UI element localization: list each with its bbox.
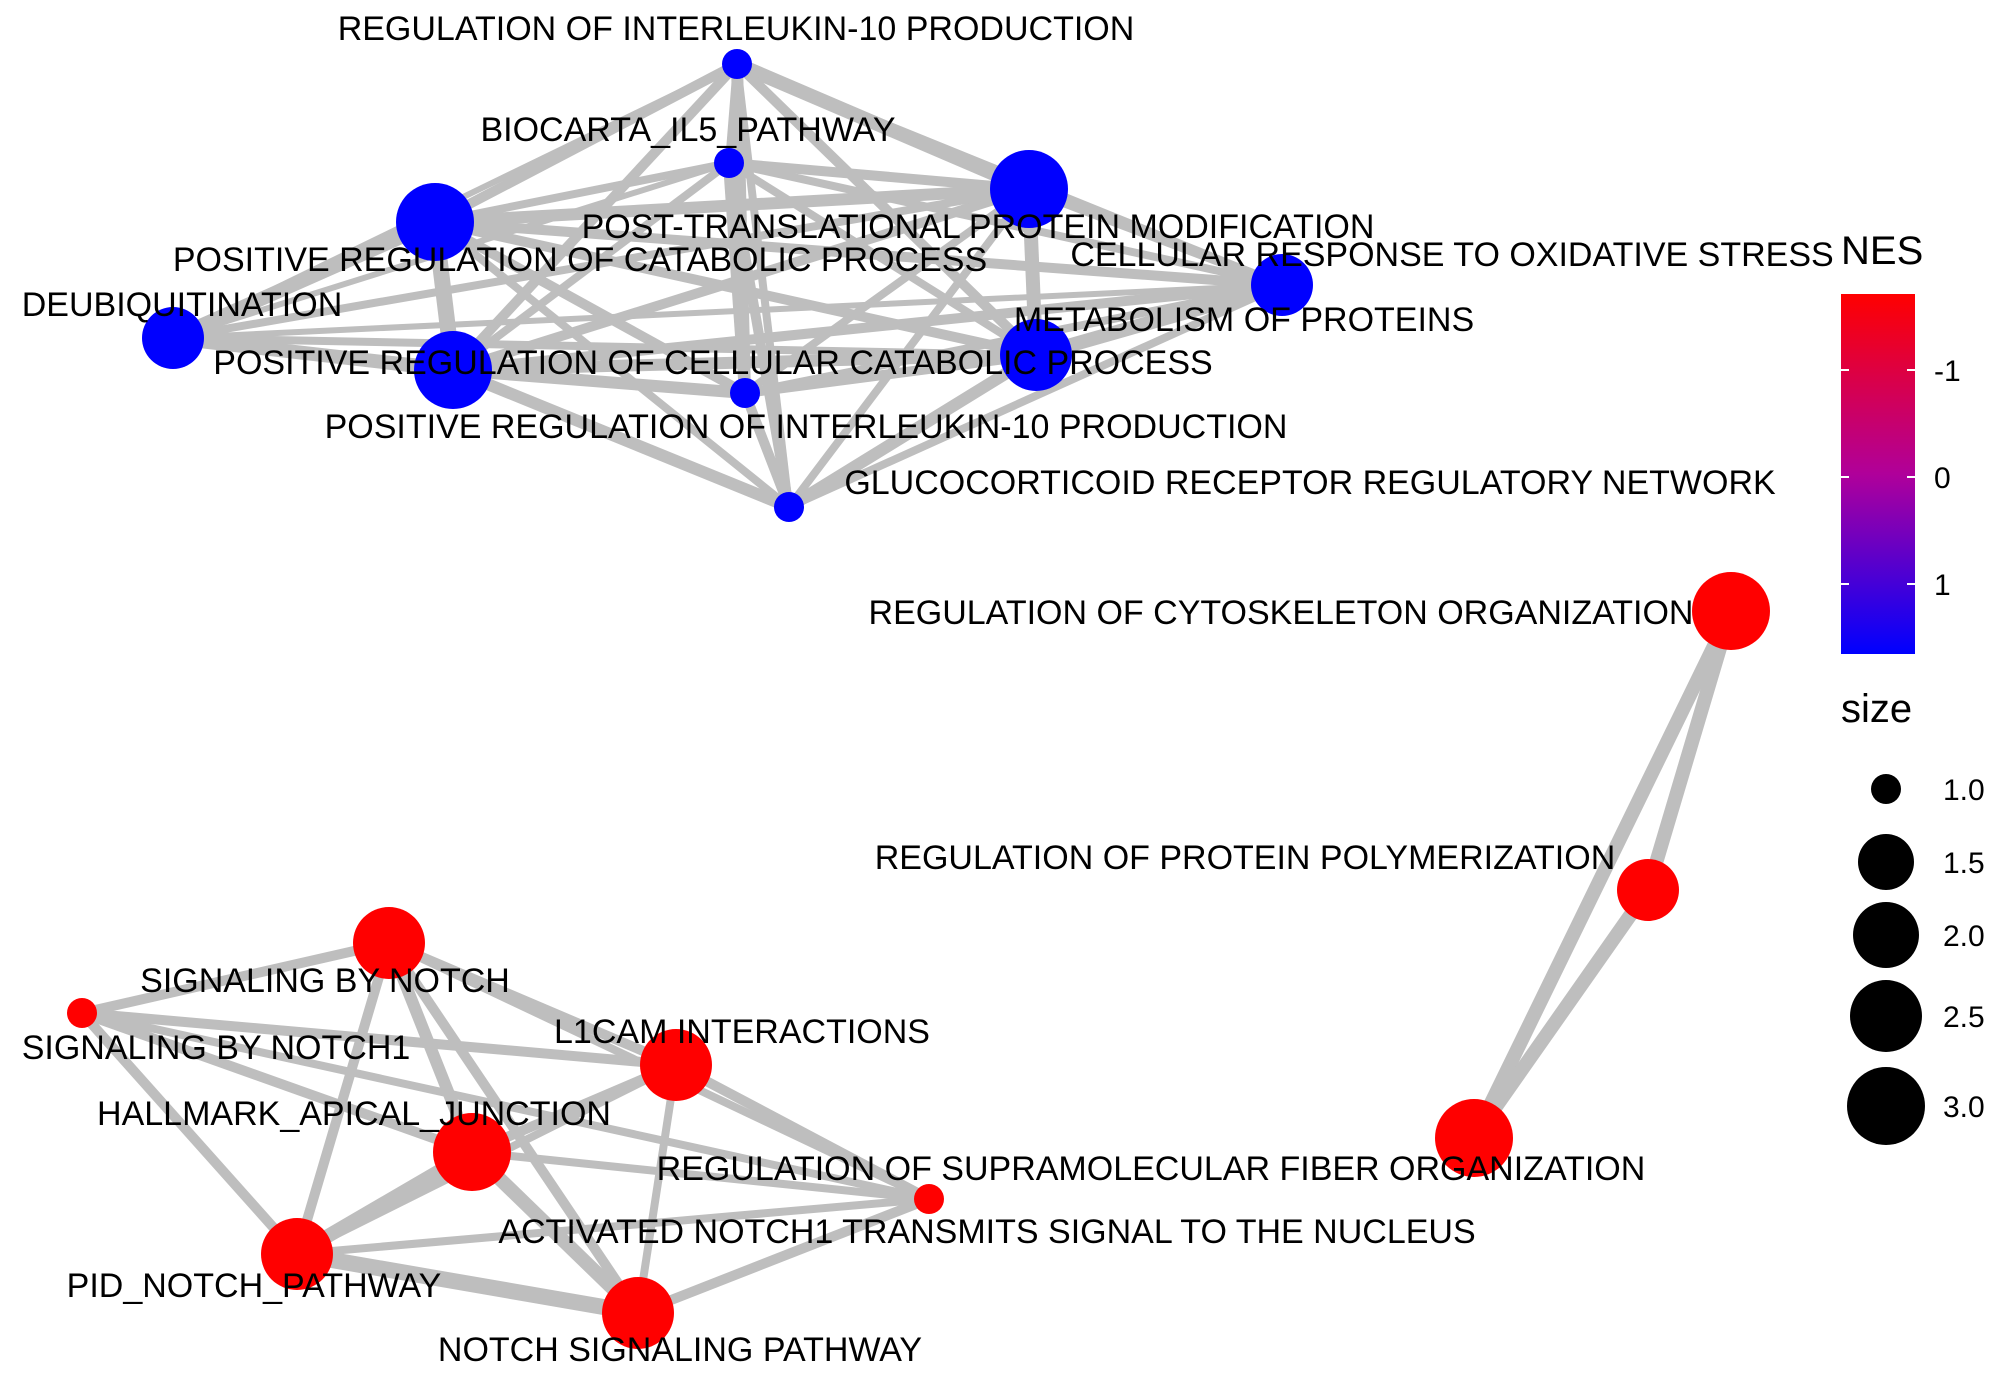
network-edge — [450, 364, 792, 513]
legend: NES -1 0 1 size 1.0 1.5 2.0 2.5 3.0 — [1841, 229, 1985, 1145]
node-label-ptm: POST-TRANSLATIONAL PROTEIN MODIFICATION — [582, 208, 1375, 246]
network-nodes — [67, 49, 1770, 1349]
network-edge — [744, 350, 1037, 398]
node-supramol[interactable] — [1435, 1099, 1513, 1177]
node-ptm[interactable] — [990, 150, 1068, 228]
node-cytoskel[interactable] — [1692, 572, 1770, 650]
node-label-protpoly: REGULATION OF PROTEIN POLYMERIZATION — [875, 839, 1616, 877]
nes-colorbar-ticks — [1841, 369, 1915, 585]
node-deubiq[interactable] — [142, 307, 204, 369]
node-il10[interactable] — [722, 49, 752, 79]
node-label-il10: REGULATION OF INTERLEUKIN-10 PRODUCTION — [338, 10, 1135, 48]
node-apical[interactable] — [433, 1113, 511, 1191]
node-poscellcat[interactable] — [414, 331, 492, 409]
nes-tick-label: 0 — [1934, 462, 1951, 495]
node-label-poscat: POSITIVE REGULATION OF CATABOLIC PROCESS — [173, 241, 987, 279]
network-edge — [728, 158, 1030, 194]
network-edge — [673, 1060, 932, 1204]
node-label-metprot: METABOLISM OF PROTEINS — [1014, 301, 1474, 339]
node-label-notch1: SIGNALING BY NOTCH1 — [22, 1029, 411, 1067]
network-edge — [80, 938, 391, 1018]
size-key-dot — [1847, 1067, 1925, 1145]
node-label-supramol: REGULATION OF SUPRAMOLECULAR FIBER ORGAN… — [657, 1150, 1646, 1188]
size-tick-label: 2.5 — [1943, 1001, 1985, 1034]
size-key-dot — [1853, 902, 1919, 968]
nes-colorbar — [1841, 294, 1915, 654]
network-edge — [634, 1064, 680, 1314]
network-edge — [434, 183, 1030, 228]
network-edge — [785, 349, 1040, 513]
network-edge — [787, 281, 1284, 511]
network-edge — [451, 184, 1031, 375]
node-label-oxstress: CELLULAR RESPONSE TO OXIDATIVE STRESS — [1070, 236, 1833, 274]
network-edge — [452, 280, 1283, 375]
network-edge — [452, 349, 1037, 376]
node-label-apical: HALLMARK_APICAL_JUNCTION — [97, 1095, 611, 1133]
node-oxstress[interactable] — [1251, 254, 1313, 316]
network-edge — [1027, 184, 1284, 290]
node-label-deubiq: DEUBIQUITINATION — [22, 286, 343, 324]
node-label-gcr: GLUCOCORTICOID RECEPTOR REGULATORY NETWO… — [844, 464, 1776, 502]
network-edge — [433, 217, 1038, 360]
size-tick-label: 1.5 — [1943, 847, 1985, 880]
node-label-cytoskel: REGULATION OF CYTOSKELETON ORGANIZATION — [869, 594, 1694, 632]
network-edge — [81, 1008, 677, 1070]
network-edge — [81, 1009, 930, 1203]
node-pidnotch[interactable] — [261, 1218, 333, 1290]
node-gcr[interactable] — [774, 492, 804, 522]
size-key-dot — [1850, 980, 1922, 1052]
node-label-pidnotch: PID_NOTCH_PATHWAY — [67, 1267, 442, 1305]
node-label-posil10: POSITIVE REGULATION OF INTERLEUKIN-10 PR… — [325, 408, 1288, 446]
node-label-notch: SIGNALING BY NOTCH — [140, 962, 510, 1000]
node-label-notchsig: NOTCH SIGNALING PATHWAY — [438, 1331, 922, 1369]
node-posil10[interactable] — [730, 378, 760, 408]
network-edge — [434, 217, 1283, 290]
network-edge — [452, 364, 746, 399]
network-edge — [384, 940, 643, 1316]
node-poscat[interactable] — [396, 183, 474, 261]
network-edges — [78, 57, 1738, 1321]
network-edge — [1641, 609, 1738, 892]
nes-tick-label: -1 — [1934, 355, 1961, 388]
legend-color-title: NES — [1841, 229, 1923, 273]
network-edge — [1468, 885, 1654, 1143]
network-edge — [172, 282, 1283, 341]
network-edge — [733, 60, 1040, 359]
network-edge — [636, 1194, 931, 1318]
network-edge — [296, 1195, 930, 1258]
node-metprot[interactable] — [1000, 319, 1072, 391]
nes-tick-label: 1 — [1934, 569, 1951, 602]
node-notchsig[interactable] — [602, 1277, 674, 1349]
network-edge — [292, 941, 394, 1256]
node-il5[interactable] — [714, 148, 744, 178]
node-label-il5: BIOCARTA_IL5_PATHWAY — [480, 111, 895, 149]
node-label-poscellcat: POSITIVE REGULATION OF CELLULAR CATABOLI… — [213, 344, 1212, 382]
size-tick-label: 2.0 — [1943, 920, 1985, 953]
node-notch[interactable] — [353, 907, 425, 979]
network-edge — [80, 1008, 474, 1157]
legend-size-title: size — [1841, 687, 1912, 731]
network-edge — [170, 215, 438, 345]
node-protpoly[interactable] — [1617, 859, 1679, 921]
node-activated[interactable] — [914, 1184, 944, 1214]
network-edge — [785, 186, 1033, 510]
network-edge — [740, 391, 794, 509]
node-label-l1cam: L1CAM INTERACTIONS — [554, 1013, 930, 1051]
node-label-activated: ACTIVATED NOTCH1 TRANSMITS SIGNAL TO THE… — [498, 1213, 1475, 1251]
network-edge — [434, 159, 730, 226]
network-edge — [471, 1148, 930, 1203]
node-notch1[interactable] — [67, 998, 97, 1028]
network-edge — [172, 334, 1037, 359]
network-labels: REGULATION OF INTERLEUKIN-10 PRODUCTION B… — [22, 10, 1834, 1369]
size-tick-label: 1.0 — [1943, 774, 1985, 807]
network-edge — [1467, 607, 1738, 1142]
network-edge — [295, 1246, 640, 1321]
size-tick-label: 3.0 — [1943, 1091, 1985, 1124]
network-edge — [78, 1009, 301, 1258]
size-key-dot — [1858, 834, 1914, 890]
node-l1cam[interactable] — [640, 1029, 712, 1101]
size-key-dot — [1871, 774, 1901, 804]
